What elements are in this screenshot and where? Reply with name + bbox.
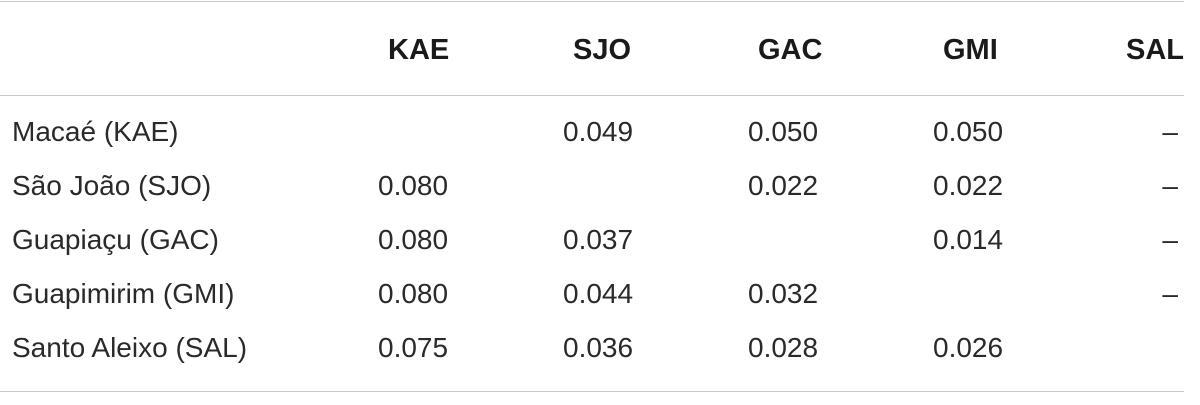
table-cell — [855, 267, 1040, 321]
row-label: Santo Aleixo (SAL) — [12, 332, 248, 363]
column-header-kae: KAE — [388, 34, 450, 66]
table-cell: 0.014 — [933, 224, 1004, 255]
table-cell: 0.080 — [378, 278, 449, 309]
table-cell: 0.049 — [563, 116, 634, 147]
table-cell: – — [1162, 224, 1178, 255]
table-cell: 0.050 — [933, 116, 1004, 147]
table-cell: 0.080 — [378, 224, 449, 255]
row-label: Macaé (KAE) — [12, 116, 179, 147]
table-row: Macaé (KAE) 0.049 0.050 0.050 – — [0, 95, 1184, 159]
column-header-sal: SAL — [1126, 34, 1184, 66]
table-cell: – — [1162, 116, 1178, 147]
table-header-rule — [0, 95, 1184, 96]
table-cell: 0.080 — [378, 170, 449, 201]
column-header-gmi: GMI — [943, 34, 998, 66]
table-cell: 0.037 — [563, 224, 634, 255]
table-cell: 0.026 — [933, 332, 1004, 363]
table-bottom-rule — [0, 391, 1184, 392]
table-cell — [485, 159, 670, 213]
table-cell: 0.028 — [748, 332, 819, 363]
table-cell: 0.075 — [378, 332, 449, 363]
table-row: São João (SJO) 0.080 0.022 0.022 – — [0, 159, 1184, 213]
table-row: Santo Aleixo (SAL) 0.075 0.036 0.028 0.0… — [0, 321, 1184, 375]
table-cell: 0.044 — [563, 278, 634, 309]
table-cell: 0.036 — [563, 332, 634, 363]
row-label: Guapiaçu (GAC) — [12, 224, 219, 255]
table-cell — [300, 95, 485, 159]
table-cell: – — [1162, 278, 1178, 309]
header-row: KAE SJO GAC GMI SAL — [0, 0, 1184, 95]
table-top-rule — [0, 1, 1184, 2]
column-header-gac: GAC — [758, 34, 823, 66]
table-cell: 0.050 — [748, 116, 819, 147]
table-cell: 0.022 — [933, 170, 1004, 201]
table-cell — [1040, 321, 1184, 375]
distance-matrix-table: KAE SJO GAC GMI SAL Macaé (KAE) 0.049 0.… — [0, 0, 1184, 375]
table-cell: 0.022 — [748, 170, 819, 201]
corner-cell — [0, 0, 300, 95]
column-header-sjo: SJO — [573, 34, 632, 66]
table-row: Guapiaçu (GAC) 0.080 0.037 0.014 – — [0, 213, 1184, 267]
table-cell — [670, 213, 855, 267]
row-label: Guapimirim (GMI) — [12, 278, 235, 309]
table-cell: – — [1162, 170, 1178, 201]
table-row: Guapimirim (GMI) 0.080 0.044 0.032 – — [0, 267, 1184, 321]
row-label: São João (SJO) — [12, 170, 212, 201]
table-cell: 0.032 — [748, 278, 819, 309]
